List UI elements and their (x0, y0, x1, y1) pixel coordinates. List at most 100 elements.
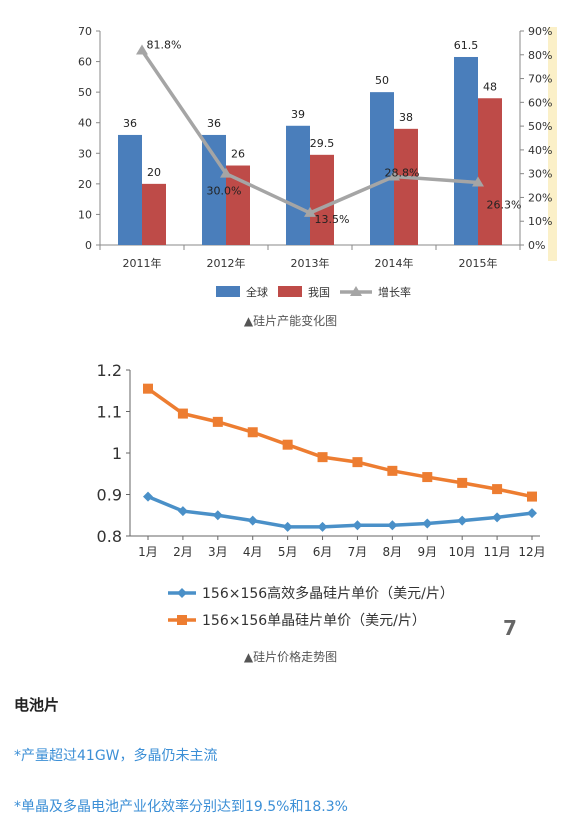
bar-data-label: 29.5 (310, 137, 335, 150)
legend-marker-mono (177, 615, 187, 625)
y2-tick-label: 80% (528, 49, 552, 62)
bar-data-label: 38 (399, 111, 413, 124)
legend-label-global: 全球 (246, 285, 268, 299)
y-tick-label: 20 (78, 178, 92, 191)
mono-crystal-marker (143, 383, 153, 394)
growth-rate-label: 26.3% (487, 198, 522, 211)
bar-china (478, 98, 502, 245)
y-tick-label: 60 (78, 56, 92, 69)
bar-global (454, 56, 478, 245)
x-tick-label: 12月 (518, 545, 545, 559)
multi-crystal-marker (527, 508, 537, 519)
x-tick-label: 4月 (243, 545, 263, 559)
price-chart: 0.8 0.9 1 1.1 1.2 1月 2月 3月 4月 5月 6月 7月 8月 9月 10月 11月 12月… (0, 345, 581, 665)
mono-crystal-marker (317, 452, 328, 463)
y2-tick-label: 10% (528, 215, 552, 228)
bar-global (118, 134, 142, 245)
right-edge-strip (548, 27, 557, 261)
x-tick-label: 2011年 (123, 256, 162, 270)
growth-rate-marker (388, 170, 400, 181)
multi-crystal-marker (457, 515, 468, 526)
bar-data-label: 36 (123, 117, 137, 130)
legend-marker-multi (177, 588, 187, 598)
legend-label-china: 我国 (308, 286, 330, 299)
bar-china (310, 154, 334, 245)
growth-rate-label: 81.8% (147, 38, 182, 51)
legend-marker-growth (350, 286, 362, 296)
multi-crystal-marker (177, 506, 188, 517)
x-tick-label: 2012年 (207, 256, 246, 270)
x-tick-label: 11月 (483, 545, 510, 559)
mono-crystal-marker (492, 484, 503, 495)
growth-rate-marker (304, 206, 316, 217)
legend-label-mono: 156×156单晶硅片单价（美元/片） (202, 613, 426, 629)
y2-tick-label: 30% (528, 168, 552, 181)
x-tick-label: 1月 (138, 545, 158, 559)
mono-crystal-marker (177, 408, 188, 419)
x-tick-label: 3月 (208, 545, 228, 559)
multi-crystal-marker (143, 491, 153, 502)
mono-crystal-marker (457, 477, 468, 488)
price-chart-svg: 0.8 0.9 1 1.1 1.2 1月 2月 3月 4月 5月 6月 7月 8月 9月 10月 11月 12月… (97, 361, 546, 640)
bar-data-label: 20 (147, 166, 161, 179)
multi-crystal-marker (282, 521, 293, 532)
legend-label-multi: 156×156高效多晶硅片单价（美元/片） (202, 585, 454, 602)
y-tick-label: 0.9 (97, 486, 122, 505)
y-tick-label: 70 (78, 25, 92, 38)
multi-crystal-marker (422, 518, 433, 529)
x-tick-label: 2015年 (459, 256, 498, 270)
bar-china (394, 128, 418, 245)
legend-swatch-china (278, 286, 302, 297)
growth-rate-label: 30.0% (207, 185, 242, 198)
bar-data-label: 61.5 (454, 39, 479, 52)
x-tick-label: 7月 (348, 545, 368, 559)
multi-crystal-marker (387, 520, 398, 531)
multi-crystal-marker (247, 515, 258, 526)
mono-crystal-marker (212, 416, 223, 427)
bullet-item: *单晶及多晶电池产业化效率分别达到19.5%和18.3% (14, 799, 348, 815)
y2-tick-label: 70% (528, 73, 552, 86)
x-tick-label: 6月 (313, 545, 333, 559)
growth-rate-marker (472, 176, 484, 187)
bar-data-label: 50 (375, 74, 389, 87)
capacity-chart-caption: ▲硅片产能变化图 (243, 314, 338, 328)
mono-crystal-marker (247, 427, 258, 438)
growth-rate-marker (220, 167, 232, 178)
x-tick-label: 2013年 (291, 256, 330, 270)
y-tick-label: 1.1 (97, 403, 122, 422)
multi-crystal-marker (317, 521, 328, 532)
bar-china (142, 183, 166, 245)
multi-crystal-marker (352, 520, 363, 531)
y-tick-label: 10 (78, 208, 92, 221)
bullet-item: *产量超过41GW，多晶仍未主流 (14, 748, 218, 764)
mono-crystal-marker (352, 457, 363, 468)
x-tick-label: 8月 (383, 545, 403, 559)
x-tick-label: 10月 (449, 545, 476, 559)
multi-crystal-marker (492, 512, 503, 523)
mono-crystal-marker (387, 465, 398, 476)
bar-data-label: 48 (483, 80, 497, 93)
y2-tick-label: 40% (528, 144, 552, 157)
x-tick-label: 5月 (278, 545, 298, 559)
y-tick-label: 0 (85, 239, 92, 252)
y-tick-label: 30 (78, 147, 92, 160)
y2-tick-label: 20% (528, 191, 552, 204)
mono-crystal-marker (422, 472, 433, 483)
mono-crystal-line (146, 387, 533, 499)
legend-label-growth: 增长率 (378, 285, 411, 299)
y2-tick-label: 90% (528, 25, 552, 38)
y-tick-label: 40 (78, 117, 92, 130)
section-title: 电池片 (14, 696, 60, 714)
legend-swatch-global (216, 286, 240, 297)
y2-tick-label: 60% (528, 96, 552, 109)
capacity-chart: 0 10 20 30 40 50 60 70 0% 10% 20% 30% 40% 50% 60% 70% 80… (0, 0, 581, 310)
growth-rate-label: 13.5% (315, 213, 350, 226)
y-tick-label: 1.2 (97, 361, 122, 380)
y-tick-label: 0.8 (97, 527, 122, 546)
bar-data-label: 26 (231, 148, 245, 161)
x-tick-label: 2014年 (375, 256, 414, 270)
bar-global (370, 92, 394, 246)
y-tick-label: 50 (78, 86, 92, 99)
price-chart-caption: ▲硅片价格走势图 (243, 650, 338, 664)
y2-tick-label: 50% (528, 120, 552, 133)
